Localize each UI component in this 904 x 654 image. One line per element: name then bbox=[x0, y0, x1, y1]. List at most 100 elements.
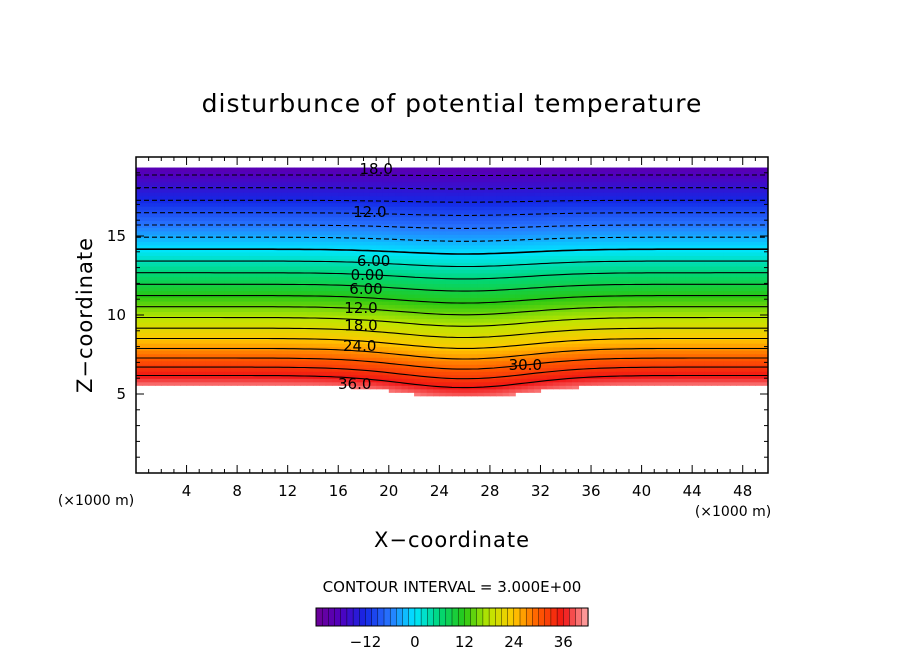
field-cell bbox=[268, 322, 276, 327]
field-cell bbox=[603, 171, 611, 176]
field-cell bbox=[622, 307, 630, 313]
field-cell bbox=[496, 367, 504, 372]
field-cell bbox=[452, 181, 459, 186]
field-cell bbox=[426, 234, 434, 239]
field-cell bbox=[167, 272, 175, 277]
field-cell bbox=[192, 192, 200, 197]
field-cell bbox=[540, 255, 548, 260]
field-cell bbox=[262, 202, 270, 207]
field-cell bbox=[546, 286, 554, 292]
field-cell bbox=[312, 216, 320, 221]
field-cell bbox=[287, 276, 295, 281]
field-cell bbox=[237, 322, 245, 327]
field-cell bbox=[192, 174, 200, 179]
field-cell bbox=[610, 307, 617, 313]
field-cell bbox=[224, 339, 232, 344]
field-cell bbox=[281, 329, 289, 334]
field-cell bbox=[161, 237, 169, 242]
field-cell bbox=[616, 357, 624, 362]
field-cell bbox=[218, 188, 226, 193]
field-cell bbox=[331, 258, 339, 263]
field-cell bbox=[161, 171, 169, 176]
field-cell bbox=[338, 293, 346, 299]
field-cell bbox=[142, 206, 150, 211]
field-cell bbox=[559, 213, 567, 218]
field-cell bbox=[256, 276, 263, 281]
field-cell bbox=[306, 279, 314, 284]
field-cell bbox=[268, 202, 276, 207]
field-cell bbox=[622, 286, 630, 292]
field-cell bbox=[464, 237, 472, 242]
field-cell bbox=[338, 220, 346, 225]
field-cell bbox=[534, 209, 542, 214]
field-cell bbox=[205, 329, 213, 334]
field-cell bbox=[199, 350, 207, 355]
field-cell bbox=[205, 364, 213, 369]
field-cell bbox=[559, 357, 567, 362]
field-cell bbox=[610, 269, 617, 274]
field-cell bbox=[211, 272, 219, 277]
field-cell bbox=[388, 325, 396, 330]
field-cell bbox=[350, 230, 358, 235]
field-cell bbox=[622, 325, 630, 330]
field-cell bbox=[527, 248, 535, 253]
field-cell bbox=[186, 374, 194, 379]
field-cell bbox=[407, 171, 415, 176]
field-cell bbox=[527, 223, 535, 228]
field-cell bbox=[635, 350, 643, 355]
field-cell bbox=[527, 304, 535, 309]
field-cell bbox=[603, 178, 611, 183]
field-cell bbox=[496, 237, 504, 242]
field-cell bbox=[534, 290, 542, 295]
field-cell bbox=[186, 279, 194, 284]
field-cell bbox=[395, 195, 403, 200]
field-cell bbox=[508, 171, 516, 176]
field-cell bbox=[211, 286, 219, 292]
field-cell bbox=[439, 293, 447, 299]
field-cell bbox=[294, 237, 301, 242]
field-cell bbox=[489, 353, 497, 358]
field-cell bbox=[218, 378, 226, 383]
field-cell bbox=[363, 255, 371, 260]
field-cell bbox=[338, 188, 346, 193]
field-cell bbox=[395, 318, 403, 323]
field-cell bbox=[287, 353, 295, 358]
field-cell bbox=[578, 367, 586, 372]
field-cell bbox=[256, 332, 263, 337]
field-cell bbox=[338, 371, 346, 376]
field-cell bbox=[180, 290, 188, 295]
field-cell bbox=[395, 283, 403, 288]
field-cell bbox=[458, 272, 466, 277]
field-cell bbox=[610, 325, 617, 330]
field-cell bbox=[521, 223, 529, 228]
field-cell bbox=[363, 230, 371, 235]
field-cell bbox=[300, 350, 308, 355]
field-cell bbox=[597, 371, 605, 376]
field-cell bbox=[439, 178, 447, 183]
field-cell bbox=[458, 364, 466, 369]
field-cell bbox=[205, 360, 213, 365]
field-cell bbox=[205, 339, 213, 344]
field-cell bbox=[205, 181, 213, 186]
field-cell bbox=[161, 213, 169, 218]
field-cell bbox=[167, 357, 175, 362]
field-cell bbox=[603, 202, 611, 207]
field-cell bbox=[584, 265, 592, 270]
field-cell bbox=[578, 353, 586, 358]
field-cell bbox=[515, 300, 523, 306]
field-cell bbox=[344, 304, 352, 309]
field-cell bbox=[142, 227, 150, 232]
field-cell bbox=[572, 346, 579, 351]
field-cell bbox=[452, 185, 459, 190]
field-cell bbox=[470, 174, 478, 179]
field-cell bbox=[369, 325, 377, 330]
field-cell bbox=[256, 251, 263, 256]
field-cell bbox=[325, 206, 333, 211]
field-cell bbox=[173, 209, 181, 214]
field-cell bbox=[616, 230, 624, 235]
field-cell bbox=[230, 178, 238, 183]
field-cell bbox=[496, 220, 504, 225]
field-cell bbox=[281, 192, 289, 197]
field-cell bbox=[357, 350, 365, 355]
field-cell bbox=[376, 213, 384, 218]
